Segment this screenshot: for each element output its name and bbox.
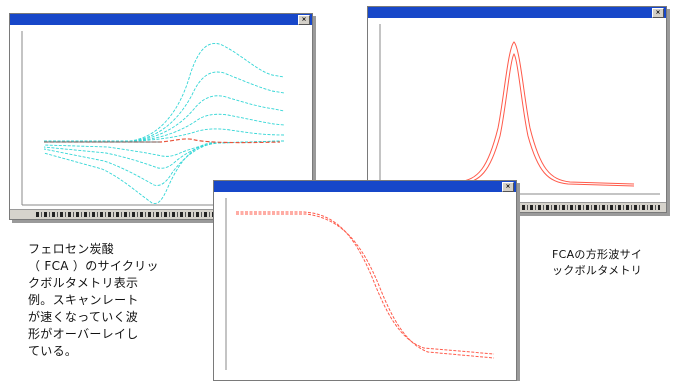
cv-return-4: [43, 140, 285, 157]
caption-line: （ FCA ）のサイクリッ: [28, 259, 159, 273]
swv-plot: [379, 24, 660, 195]
caption-line: が速くなっていく波: [28, 310, 139, 324]
cv-curve-4: [44, 113, 285, 142]
sigmoid-curve-1: [236, 211, 495, 355]
caption-line: ックボルタメトリ: [552, 264, 643, 277]
swv-caption: FCAの方形波サイ ックボルタメトリ: [552, 247, 672, 279]
caption-line: ている。: [28, 344, 78, 358]
sigmoid-plot: [225, 198, 495, 370]
cv-curve-2: [44, 71, 285, 142]
cv-window[interactable]: ×: [9, 13, 313, 220]
caption-line: クボルタメトリ表示: [28, 276, 139, 290]
close-button[interactable]: ×: [652, 8, 664, 18]
sigmoid-curves: [236, 211, 495, 359]
swv-peak-2: [397, 53, 635, 187]
sigmoid-window[interactable]: ×: [213, 180, 517, 381]
cv-toolbar[interactable]: [10, 209, 312, 219]
cv-curves: [43, 43, 285, 204]
close-button[interactable]: ×: [502, 182, 514, 192]
caption-line: 形がオーバーレイし: [28, 327, 139, 341]
caption-line: フェロセン炭酸: [28, 242, 115, 256]
cv-window-titlebar[interactable]: ×: [10, 14, 312, 25]
cv-return-1: [43, 140, 285, 204]
cv-curve-1: [44, 43, 285, 142]
caption-line: 例。スキャンレート: [28, 293, 139, 307]
caption-line: FCAの方形波サイ: [552, 248, 643, 261]
sigmoid-curve-2: [236, 213, 495, 359]
swv-window[interactable]: ×: [367, 6, 667, 213]
swv-peak-1: [397, 41, 635, 185]
swv-toolbar[interactable]: [368, 202, 666, 212]
cv-plot: [21, 31, 306, 206]
cv-return-2: [43, 140, 285, 186]
cv-return-3: [43, 140, 285, 169]
swv-window-titlebar[interactable]: ×: [368, 7, 666, 18]
swv-peaks: [397, 41, 635, 187]
cv-curve-3: [44, 95, 285, 142]
sigmoid-window-titlebar[interactable]: ×: [214, 181, 516, 192]
cv-curve-5: [44, 128, 285, 142]
close-button[interactable]: ×: [298, 15, 310, 25]
cv-caption: フェロセン炭酸 （ FCA ）のサイクリッ クボルタメトリ表示 例。スキャンレー…: [28, 241, 188, 360]
cv-highlight-curve: [44, 138, 281, 144]
